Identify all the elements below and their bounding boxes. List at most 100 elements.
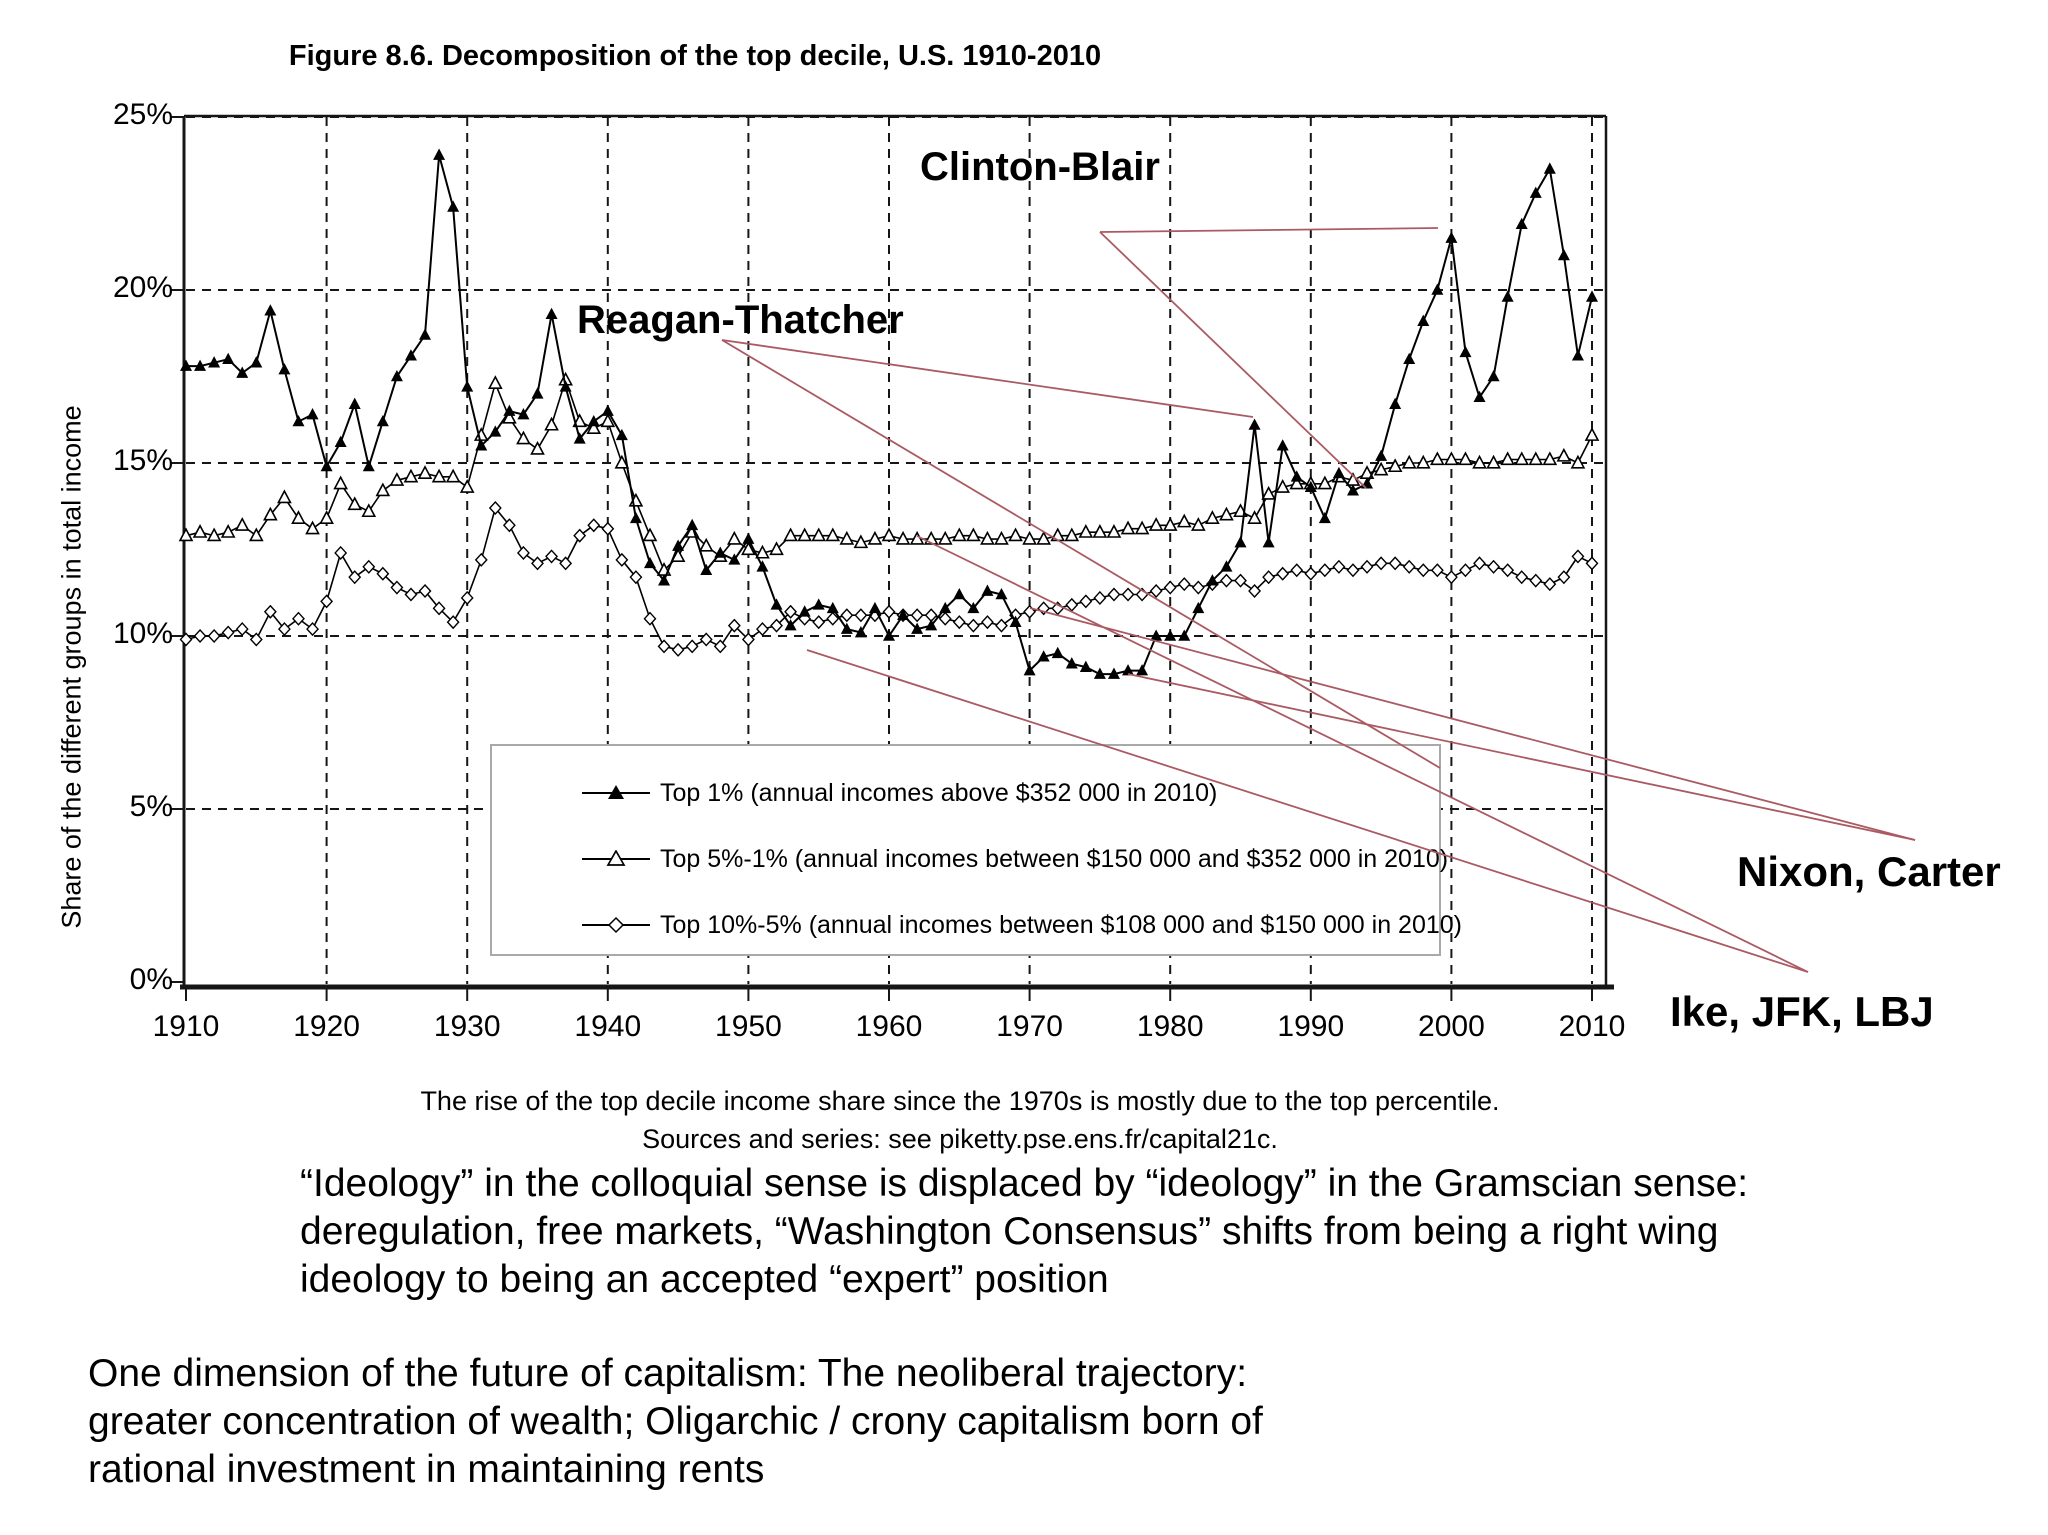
open-diamond-marker xyxy=(1107,587,1121,602)
open-diamond-marker xyxy=(1416,563,1430,578)
filled-triangle-marker xyxy=(1543,162,1556,174)
filled-triangle-marker xyxy=(1501,290,1514,302)
open-diamond-marker xyxy=(502,518,516,533)
open-triangle-marker xyxy=(825,527,841,542)
open-triangle-marker xyxy=(1514,451,1530,466)
open-diamond-marker xyxy=(1051,601,1065,616)
filled-triangle-marker xyxy=(503,404,516,416)
open-diamond-marker xyxy=(193,628,207,644)
chart-source-note: Sources and series: see piketty.pse.ens.… xyxy=(642,1124,1278,1154)
open-triangle-marker xyxy=(1528,451,1544,466)
open-diamond-marker xyxy=(277,622,291,637)
open-triangle-marker xyxy=(291,510,306,524)
open-diamond-marker xyxy=(1065,597,1079,612)
filled-triangle-marker xyxy=(419,328,432,340)
filled-triangle-marker xyxy=(1459,345,1472,358)
open-diamond-marker xyxy=(1135,587,1149,602)
legend-label-top10-5: Top 10%-5% (annual incomes between $108 … xyxy=(660,910,1462,939)
filled-triangle-marker xyxy=(236,366,249,378)
open-diamond-marker xyxy=(390,580,404,595)
open-diamond-marker xyxy=(812,615,826,630)
open-diamond-marker xyxy=(1037,601,1051,616)
open-diamond-marker xyxy=(1346,563,1360,578)
open-diamond-marker xyxy=(1219,573,1233,588)
open-diamond-marker xyxy=(1487,559,1501,574)
open-triangle-marker xyxy=(1120,520,1136,535)
open-diamond-marker xyxy=(1290,563,1304,578)
open-diamond-marker xyxy=(1163,580,1177,595)
gramsci-line-2: deregulation, free markets, “Washington … xyxy=(300,1210,1719,1253)
filled-triangle-marker xyxy=(1586,290,1598,302)
open-diamond-marker xyxy=(334,545,348,560)
open-diamond-marker xyxy=(643,611,657,626)
open-triangle-marker xyxy=(1092,523,1108,538)
open-diamond-marker xyxy=(1023,604,1037,619)
open-diamond-marker xyxy=(685,639,699,654)
neoliberal-line-3: rational investment in maintaining rents xyxy=(88,1448,765,1491)
open-diamond-marker xyxy=(980,615,994,630)
filled-triangle-marker xyxy=(798,605,811,617)
open-diamond-marker xyxy=(601,521,615,536)
open-triangle-marker xyxy=(431,468,447,483)
filled-triangle-marker xyxy=(1529,186,1542,198)
filled-triangle-marker xyxy=(404,349,417,361)
open-triangle-marker xyxy=(319,510,334,524)
neoliberal-line-1: One dimension of the future of capitalis… xyxy=(88,1352,1248,1395)
open-diamond-marker xyxy=(474,552,488,567)
open-triangle-marker xyxy=(698,537,714,552)
filled-triangle-marker xyxy=(1234,536,1247,548)
open-triangle-marker xyxy=(1317,475,1333,490)
x-tick-label: 1940 xyxy=(574,1010,642,1043)
open-diamond-marker xyxy=(966,618,980,633)
open-triangle-marker xyxy=(277,489,292,504)
open-diamond-marker xyxy=(1402,559,1416,574)
filled-triangle-marker xyxy=(643,556,656,569)
open-diamond-marker xyxy=(446,615,460,630)
filled-triangle-marker xyxy=(672,539,685,551)
open-diamond-marker xyxy=(348,570,362,585)
filled-triangle-marker xyxy=(1065,657,1078,669)
open-diamond-marker xyxy=(306,622,319,637)
open-triangle-marker xyxy=(783,527,798,542)
open-diamond-marker xyxy=(531,556,544,571)
y-tick-label: 5% xyxy=(129,790,173,823)
open-triangle-marker xyxy=(909,530,925,545)
filled-triangle-marker xyxy=(1487,370,1500,382)
open-diamond-marker xyxy=(1388,556,1402,571)
open-triangle-marker xyxy=(1176,513,1192,528)
annotation-ike-jfk-lbj: Ike, JFK, LBJ xyxy=(1670,988,1934,1035)
open-diamond-marker xyxy=(1093,590,1107,605)
open-diamond-marker xyxy=(671,642,685,657)
filled-triangle-marker xyxy=(531,387,544,399)
open-triangle-marker xyxy=(1008,527,1023,542)
open-triangle-marker xyxy=(206,527,222,542)
open-triangle-marker xyxy=(1444,451,1459,466)
filled-triangle-marker xyxy=(1276,439,1289,451)
filled-triangle-marker xyxy=(1332,466,1345,479)
filled-triangle-marker xyxy=(447,200,460,212)
open-diamond-icon xyxy=(582,916,650,934)
open-triangle-marker xyxy=(347,496,363,511)
x-tick-label: 1970 xyxy=(996,1010,1063,1043)
open-triangle-marker xyxy=(1556,447,1572,462)
filled-triangle-marker xyxy=(278,363,291,375)
filled-triangle-marker xyxy=(433,148,446,160)
open-diamond-marker xyxy=(545,549,559,564)
open-diamond-marker xyxy=(1304,566,1318,581)
open-diamond-marker xyxy=(1571,549,1585,564)
open-triangle-marker xyxy=(923,530,939,545)
open-diamond-marker xyxy=(1529,573,1543,588)
open-diamond-marker xyxy=(292,611,305,626)
filled-triangle-marker xyxy=(812,598,825,610)
filled-triangle-marker xyxy=(222,352,235,364)
y-tick-label: 0% xyxy=(129,963,173,996)
open-diamond-marker xyxy=(559,556,573,571)
x-tick-label: 2000 xyxy=(1418,1010,1485,1043)
open-triangle-marker xyxy=(586,420,602,434)
open-triangle-marker xyxy=(389,472,405,486)
open-triangle-marker xyxy=(248,527,264,542)
filled-triangle-marker xyxy=(559,380,572,392)
open-diamond-marker xyxy=(1374,556,1388,571)
filled-triangle-marker xyxy=(1571,349,1584,361)
open-diamond-marker xyxy=(1430,563,1444,578)
